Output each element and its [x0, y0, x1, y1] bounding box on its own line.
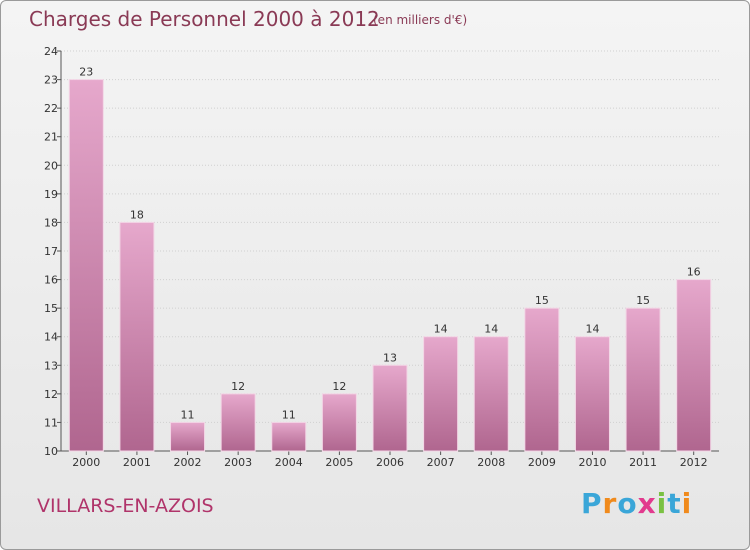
y-tick-label: 19: [44, 188, 58, 201]
bar: [119, 221, 155, 452]
bar: [423, 336, 459, 452]
brand-letter: i: [681, 487, 693, 520]
x-tick-label: 2012: [680, 456, 708, 469]
x-tick-label: 2004: [275, 456, 303, 469]
bar: [372, 364, 408, 452]
data-label: 14: [585, 323, 599, 336]
brand-letter: t: [667, 487, 682, 520]
x-tick-label: 2001: [123, 456, 151, 469]
chart-unit: (en milliers d'€): [373, 13, 468, 27]
data-label: 12: [332, 380, 346, 393]
brand-letter: o: [617, 487, 638, 520]
chart-title: Charges de Personnel 2000 à 2012: [29, 7, 380, 31]
data-label: 23: [79, 66, 93, 79]
bar: [170, 421, 206, 452]
bar: [271, 421, 307, 452]
data-label: 11: [282, 408, 296, 421]
y-tick-label: 12: [44, 388, 58, 401]
brand-logo: Proxiti: [581, 487, 692, 520]
y-tick-label: 15: [44, 302, 58, 315]
data-label: 11: [181, 408, 195, 421]
bar: [524, 307, 560, 452]
data-label: 12: [231, 380, 245, 393]
data-label: 15: [636, 294, 650, 307]
x-tick-label: 2008: [477, 456, 505, 469]
bar: [68, 79, 104, 452]
data-label: 15: [535, 294, 549, 307]
y-tick-label: 21: [44, 131, 58, 144]
bar: [220, 393, 256, 452]
data-label: 16: [687, 266, 701, 279]
bar: [574, 336, 610, 452]
y-tick-label: 16: [44, 274, 58, 287]
bar: [676, 279, 712, 452]
x-tick-label: 2006: [376, 456, 404, 469]
y-tick-label: 22: [44, 102, 58, 115]
bars: [68, 79, 712, 452]
x-tick-label: 2007: [427, 456, 455, 469]
y-tick-label: 20: [44, 159, 58, 172]
y-tick-label: 18: [44, 216, 58, 229]
brand-letter: x: [637, 487, 657, 520]
labels: 10 11 12 13 14 15 16 17 18 19 20 21 22 23 24 23 2000 18 20…: [44, 45, 708, 469]
y-tick-label: 11: [44, 416, 58, 429]
brand-letter: i: [656, 487, 668, 520]
bar: [625, 307, 661, 452]
bar: [321, 393, 357, 452]
data-label: 14: [434, 323, 448, 336]
x-tick-label: 2000: [72, 456, 100, 469]
x-tick-label: 2011: [629, 456, 657, 469]
x-tick-label: 2009: [528, 456, 556, 469]
brand-letter: r: [602, 487, 618, 520]
y-tick-label: 10: [44, 445, 58, 458]
data-label: 14: [484, 323, 498, 336]
x-tick-label: 2010: [578, 456, 606, 469]
brand-letter: P: [581, 487, 603, 520]
y-tick-label: 14: [44, 331, 58, 344]
bar: [473, 336, 509, 452]
data-label: 13: [383, 351, 397, 364]
y-tick-label: 17: [44, 245, 58, 258]
data-label: 18: [130, 208, 144, 221]
y-tick-label: 23: [44, 74, 58, 87]
y-tick-label: 13: [44, 359, 58, 372]
y-tick-label: 24: [44, 45, 58, 58]
x-tick-label: 2002: [174, 456, 202, 469]
place-name: VILLARS-EN-AZOIS: [37, 495, 214, 517]
x-tick-label: 2003: [224, 456, 252, 469]
x-tick-label: 2005: [325, 456, 353, 469]
